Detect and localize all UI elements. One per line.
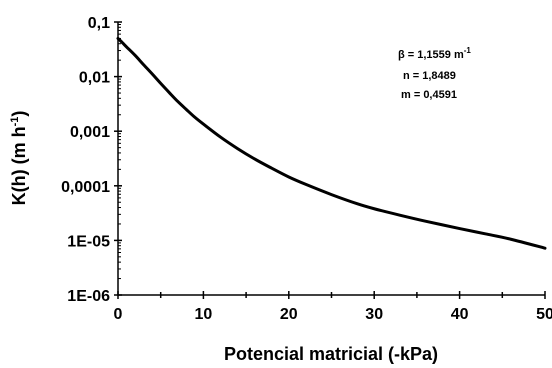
series-layer: [116, 36, 547, 250]
y-axis-title-main: K(h) (m h: [9, 126, 29, 205]
y-axis-title-sup: -1: [9, 117, 21, 127]
y-axis-title: K(h) (m h-1): [9, 111, 29, 206]
y-tick-label: 0,001: [70, 124, 110, 141]
x-tick-label: 30: [365, 306, 383, 323]
svg-text:β = 1,1559 m-1: β = 1,1559 m-1: [398, 46, 471, 61]
svg-text:K(h) (m h-1): K(h) (m h-1): [9, 111, 29, 206]
y-tick-label: 1E-06: [67, 288, 110, 305]
x-tick-label: 0: [114, 306, 123, 323]
n-annotation: n = 1,8489: [403, 70, 456, 82]
x-ticks: 0 10 20 30 40 50: [114, 291, 552, 323]
y-tick-label: 1E-05: [67, 233, 110, 250]
x-tick-label: 40: [451, 306, 469, 323]
y-tick-label: 0,1: [88, 15, 110, 32]
y-axis-title-tail: ): [9, 111, 29, 117]
parameter-annotations: β = 1,1559 m-1 n = 1,8489 m = 0,4591: [398, 46, 471, 101]
y-ticks: 0,1 0,01 0,001 0,0001 1E-05 1E-06: [61, 15, 122, 305]
series-line: [116, 36, 547, 250]
x-axis-title: Potencial matricial (-kPa): [224, 344, 438, 364]
y-tick-label: 0,01: [79, 70, 110, 87]
x-tick-label: 10: [195, 306, 213, 323]
m-annotation: m = 0,4591: [401, 89, 457, 101]
x-tick-label: 20: [280, 306, 298, 323]
x-tick-label: 50: [536, 306, 552, 323]
beta-annotation: β = 1,1559 m: [398, 49, 464, 61]
beta-annotation-sup: -1: [464, 46, 472, 55]
plot-area: 0,1 0,01 0,001 0,0001 1E-05 1E-06 0 10 20 30 40 50: [61, 15, 552, 323]
y-tick-label: 0,0001: [61, 179, 110, 196]
